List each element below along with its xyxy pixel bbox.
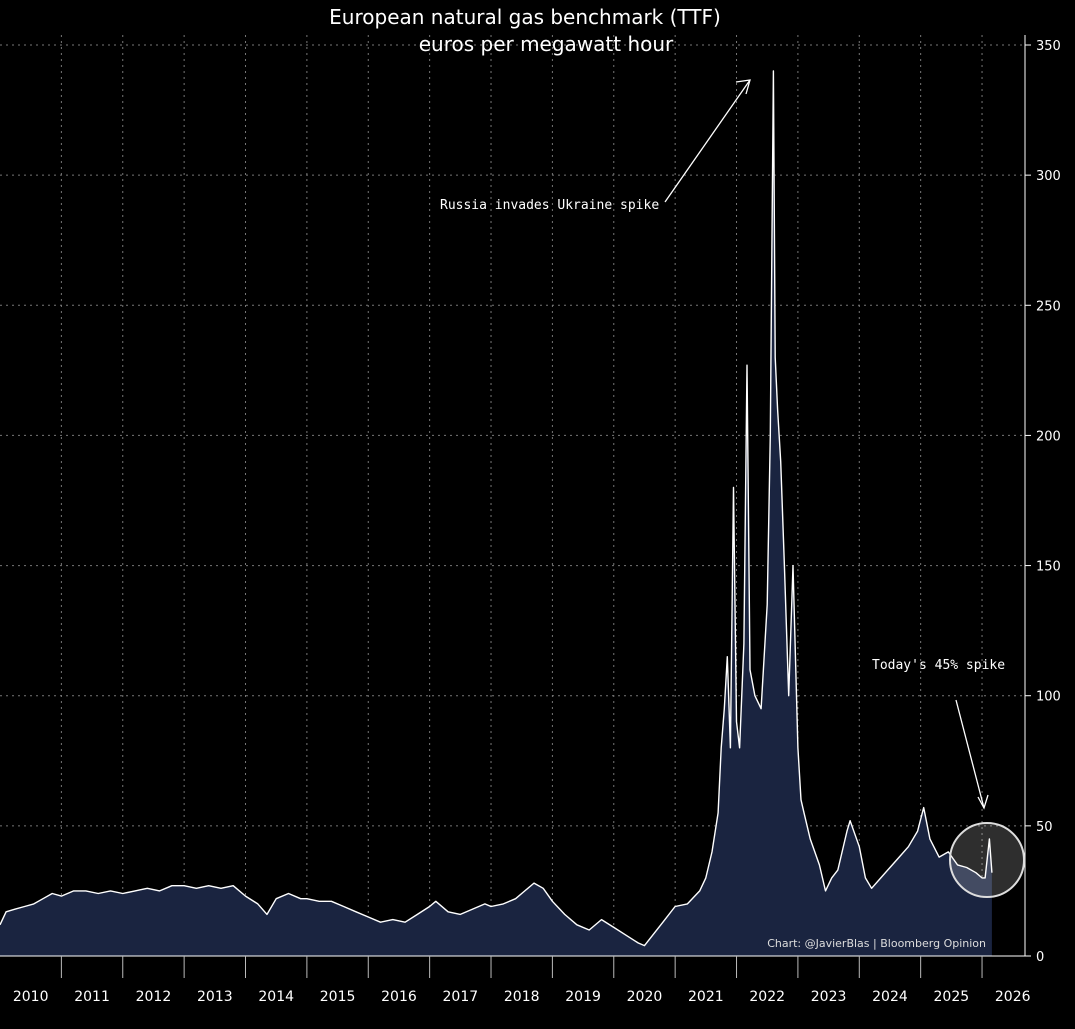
x-tick-label-2024: 2024 — [872, 989, 908, 1005]
today-spike-label: Today's 45% spike — [872, 658, 1005, 673]
chart-title: European natural gas benchmark (TTF) — [329, 5, 721, 29]
chart-credit: Chart: @JavierBlas | Bloomberg Opinion — [767, 937, 986, 950]
today-spike-highlight-circle — [949, 822, 1025, 898]
axes — [0, 35, 1026, 957]
y-tick-label-0: 0 — [1036, 950, 1044, 965]
x-tick-label-2016: 2016 — [381, 989, 417, 1005]
x-tick-label-2021: 2021 — [688, 989, 724, 1005]
x-tick-label-2013: 2013 — [197, 989, 233, 1005]
russia-spike-arrow-head — [735, 79, 751, 95]
annotations-layer: Russia invades Ukraine spike Today's 45%… — [440, 79, 1025, 898]
x-tick-label-2022: 2022 — [749, 989, 785, 1005]
chart-subtitle: euros per megawatt hour — [419, 32, 674, 56]
y-tick-label-250: 250 — [1036, 299, 1061, 314]
x-tick-label-2015: 2015 — [320, 989, 356, 1005]
today-spike-arrow-head — [977, 794, 989, 810]
x-tick-label-2014: 2014 — [258, 989, 294, 1005]
x-tick-label-2023: 2023 — [811, 989, 847, 1005]
y-tick-label-100: 100 — [1036, 690, 1061, 705]
x-tick-label-2011: 2011 — [74, 989, 110, 1005]
today-spike-arrow — [955, 699, 985, 809]
y-tick-label-350: 350 — [1036, 39, 1061, 54]
y-tick-label-200: 200 — [1036, 429, 1061, 444]
x-tick-label-2012: 2012 — [136, 989, 172, 1005]
x-tick-label-2019: 2019 — [565, 989, 601, 1005]
x-tick-label-2020: 2020 — [627, 989, 663, 1005]
x-tick-label-2010: 2010 — [13, 989, 49, 1005]
x-tick-label-2025: 2025 — [934, 989, 970, 1005]
russia-spike-label: Russia invades Ukraine spike — [440, 198, 659, 213]
y-tick-label-300: 300 — [1036, 169, 1061, 184]
y-tick-label-50: 50 — [1036, 820, 1053, 835]
price-area — [0, 70, 993, 956]
price-line — [0, 70, 993, 947]
russia-spike-arrow — [664, 79, 751, 203]
x-tick-label-2026: 2026 — [995, 989, 1031, 1005]
price-area-fill — [0, 71, 992, 956]
x-tick-label-2017: 2017 — [443, 989, 479, 1005]
x-tick-label-2018: 2018 — [504, 989, 540, 1005]
x-axis-ticks: 2010 2011 2012 2013 2014 2015 2016 2017 2018 2019… — [13, 956, 1031, 1005]
y-tick-label-150: 150 — [1036, 560, 1061, 575]
y-axis-ticks: 0 50 100 150 200 250 300 350 — [1025, 39, 1061, 965]
